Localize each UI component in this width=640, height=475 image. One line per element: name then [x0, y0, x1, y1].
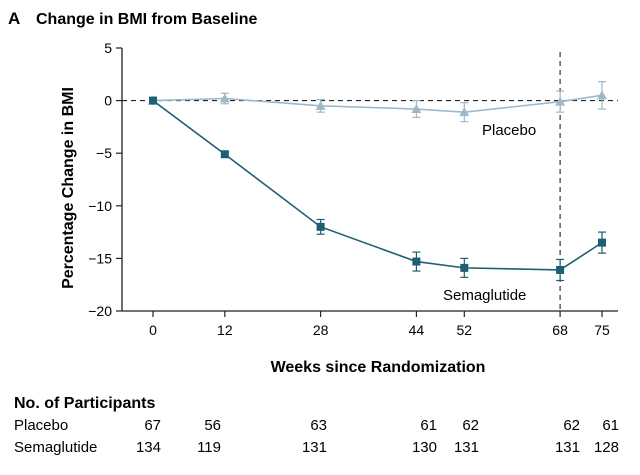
participants-count: 67	[144, 417, 161, 434]
participants-count: 119	[197, 439, 221, 456]
participants-heading: No. of Participants	[14, 395, 155, 412]
placebo-line	[152, 94, 603, 113]
participants-count: 61	[602, 417, 619, 434]
semaglutide-point	[316, 222, 325, 231]
participants-count: 61	[420, 417, 437, 434]
y-tick-label: −5	[96, 145, 112, 161]
x-tick-label: 44	[409, 322, 425, 338]
y-tick-label: −15	[88, 250, 112, 266]
plot-area	[121, 48, 618, 312]
panel-letter: A	[8, 9, 20, 28]
semaglutide-point	[149, 96, 157, 105]
participants-count: 128	[594, 439, 619, 456]
y-axis-title: Percentage Change in BMI	[60, 87, 77, 289]
placebo-series-label: Placebo	[482, 122, 536, 139]
x-tick-label: 68	[552, 322, 568, 338]
participants-count: 131	[555, 439, 580, 456]
placebo-point	[597, 90, 607, 100]
semaglutide-series	[149, 96, 606, 282]
participants-count: 134	[136, 439, 161, 456]
x-tick-label: 28	[313, 322, 329, 338]
participants-count: 131	[454, 439, 479, 456]
y-axis-ticks: 5 0 −5 −10 −15 −20	[88, 40, 122, 319]
x-tick-label: 52	[457, 322, 473, 338]
semaglutide-point	[220, 150, 229, 159]
placebo-point	[411, 104, 422, 114]
participants-count: 62	[563, 417, 580, 434]
participants-count: 56	[204, 417, 221, 434]
semaglutide-point	[412, 257, 421, 266]
participants-table: Placebo 67 56 63 61 62 62 61 Semaglutide 134 119 13…	[14, 417, 619, 456]
y-tick-label: −20	[88, 303, 112, 319]
x-tick-label: 75	[594, 322, 610, 338]
series-layer	[148, 81, 607, 282]
semaglutide-point	[460, 263, 469, 272]
participants-count: 130	[412, 439, 437, 456]
participants-count: 131	[302, 439, 327, 456]
placebo-point	[315, 100, 326, 110]
participants-count: 62	[462, 417, 479, 434]
placebo-point	[459, 107, 470, 117]
placebo-series	[148, 81, 607, 123]
x-axis-title: Weeks since Randomization	[271, 359, 486, 376]
semaglutide-point	[598, 238, 606, 247]
x-tick-label: 0	[149, 322, 157, 338]
x-axis-ticks: 0 12 28 44 52 68 75	[149, 311, 610, 338]
x-tick-label: 12	[217, 322, 233, 338]
y-tick-label: 5	[104, 40, 112, 56]
panel-title: Change in BMI from Baseline	[36, 11, 257, 28]
participants-row-label: Semaglutide	[14, 439, 97, 456]
placebo-point	[219, 93, 230, 103]
semaglutide-series-label: Semaglutide	[443, 287, 526, 304]
participants-row-label: Placebo	[14, 417, 68, 434]
participants-count: 63	[310, 417, 327, 434]
semaglutide-point	[556, 265, 565, 274]
placebo-point	[555, 96, 566, 106]
y-tick-label: 0	[104, 93, 112, 109]
y-tick-label: −10	[88, 198, 112, 214]
